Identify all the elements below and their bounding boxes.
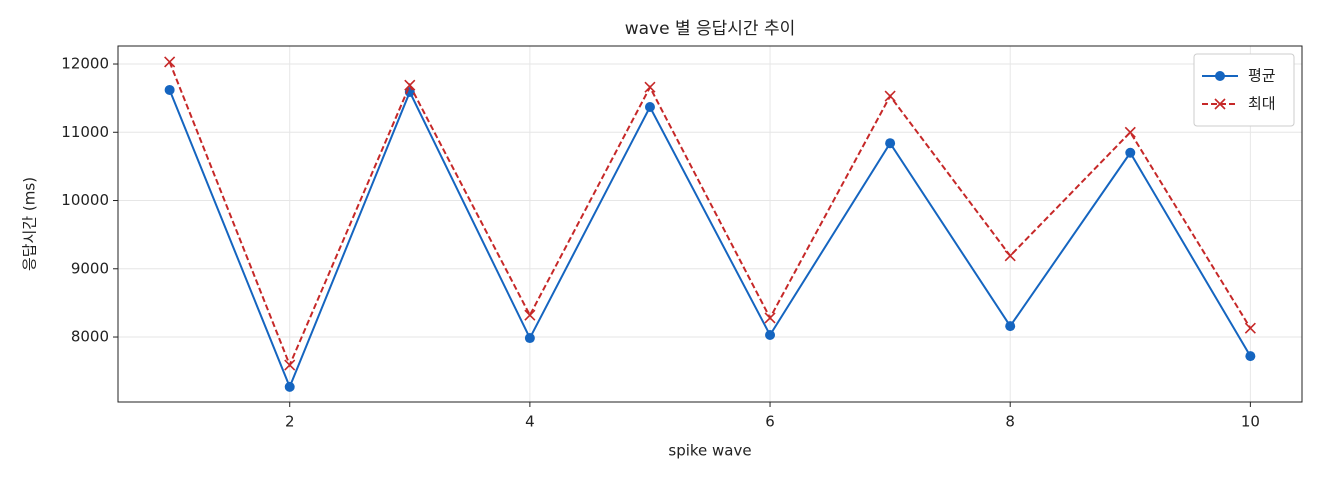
marker — [885, 138, 896, 149]
marker — [765, 329, 776, 340]
series-line — [168, 89, 1252, 390]
x-tick-label: 8 — [1005, 413, 1015, 431]
x-tick-label: 10 — [1241, 413, 1260, 431]
marker — [1125, 147, 1136, 158]
y-axis-label: 응답시간 (ms) — [21, 177, 39, 271]
marker — [884, 90, 896, 102]
legend-label: 평균 — [1248, 67, 1276, 85]
marker — [404, 79, 416, 91]
x-tick-label: 4 — [525, 413, 535, 431]
marker — [644, 102, 655, 113]
marker — [164, 56, 176, 68]
marker — [1245, 351, 1256, 362]
marker — [524, 333, 535, 344]
chart-title: wave 별 응답시간 추이 — [625, 19, 796, 39]
marker — [1004, 250, 1016, 262]
series-line — [168, 61, 1252, 368]
marker — [1214, 98, 1226, 110]
marker — [644, 81, 656, 93]
x-tick-label: 2 — [285, 413, 295, 431]
y-tick-label: 9000 — [71, 259, 109, 277]
marker — [1005, 321, 1016, 332]
x-axis-label: spike wave — [668, 442, 751, 460]
x-tick-label: 6 — [765, 413, 775, 431]
y-tick-label: 12000 — [61, 55, 109, 73]
marker — [1215, 71, 1225, 81]
marker — [284, 381, 295, 392]
y-tick-label: 8000 — [71, 328, 109, 346]
plot-frame — [117, 45, 1303, 403]
marker — [1124, 126, 1136, 138]
marker — [524, 309, 536, 321]
legend-label: 최대 — [1248, 95, 1276, 113]
marker — [284, 359, 296, 371]
y-tick-label: 11000 — [61, 123, 109, 141]
marker — [164, 84, 175, 95]
y-tick-label: 10000 — [61, 191, 109, 209]
marker — [1244, 322, 1256, 334]
marker — [764, 312, 776, 324]
legend-box — [1193, 53, 1295, 127]
